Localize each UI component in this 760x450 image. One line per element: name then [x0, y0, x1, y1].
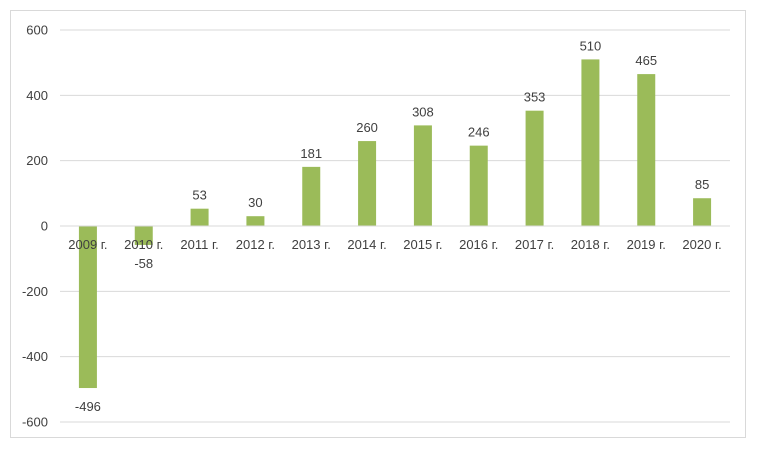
bar — [693, 198, 712, 226]
x-category-label: 2018 г. — [571, 237, 610, 252]
y-tick-label: -600 — [22, 415, 48, 430]
x-category-label: 2010 г. — [124, 237, 163, 252]
x-axis-category-labels: 2009 г. 2010 г. 2011 г. 2012 г. 2013 г. 2014 … — [68, 237, 721, 252]
bar — [302, 166, 321, 226]
y-axis-tick-labels: 600 400 200 0 -200 -400 -600 — [22, 23, 48, 430]
data-label: 465 — [635, 53, 657, 68]
data-label: 510 — [580, 38, 602, 53]
y-tick-label: -200 — [22, 284, 48, 299]
gridlines — [60, 29, 730, 423]
bar — [78, 226, 97, 389]
data-label: 53 — [192, 188, 206, 203]
y-tick-label: -400 — [22, 349, 48, 364]
data-label: 85 — [695, 177, 709, 192]
data-label: -496 — [75, 399, 101, 414]
x-category-label: 2015 г. — [403, 237, 442, 252]
bar — [358, 141, 377, 226]
data-label: -58 — [134, 256, 153, 271]
bar — [525, 110, 544, 226]
bar — [190, 208, 209, 226]
x-category-label: 2019 г. — [627, 237, 666, 252]
y-tick-label: 600 — [26, 23, 48, 38]
bar — [469, 145, 488, 226]
bar — [246, 216, 265, 226]
data-label: 181 — [300, 146, 322, 161]
bar — [413, 125, 432, 226]
data-label: 353 — [524, 90, 546, 105]
x-category-label: 2016 г. — [459, 237, 498, 252]
data-label: 260 — [356, 120, 378, 135]
x-category-label: 2020 г. — [682, 237, 721, 252]
y-tick-label: 0 — [41, 219, 48, 234]
y-tick-label: 200 — [26, 153, 48, 168]
bars — [78, 59, 712, 389]
x-category-label: 2012 г. — [236, 237, 275, 252]
x-category-label: 2014 г. — [347, 237, 386, 252]
data-label: 246 — [468, 125, 490, 140]
chart-frame — [10, 10, 746, 438]
bar — [581, 59, 600, 227]
data-label: 308 — [412, 104, 434, 119]
x-category-label: 2011 г. — [180, 237, 218, 252]
bar — [637, 74, 656, 226]
data-label: 30 — [248, 195, 262, 210]
data-labels: -496 -58 53 30 181 260 308 246 353 510 465 85 — [75, 38, 709, 414]
y-tick-label: 400 — [26, 88, 48, 103]
x-category-label: 2009 г. — [68, 237, 107, 252]
bar — [134, 226, 153, 245]
x-category-label: 2017 г. — [515, 237, 554, 252]
x-category-label: 2013 г. — [292, 237, 331, 252]
